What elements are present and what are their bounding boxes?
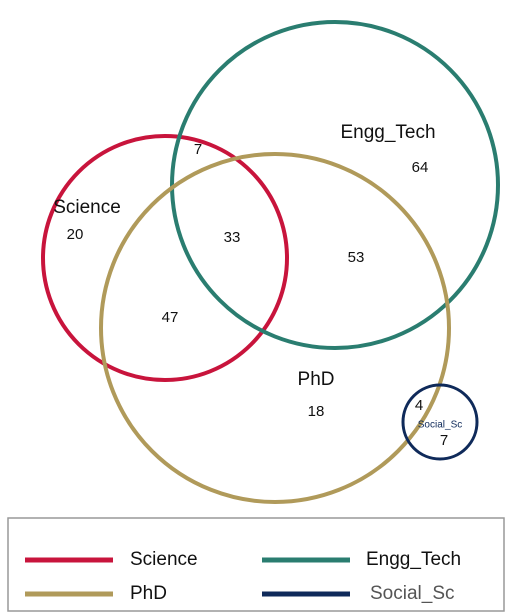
phd-circle [99,152,451,504]
region-count: 53 [348,249,365,266]
set-label: Science [53,197,121,218]
legend-label: Social_Sc [370,583,455,604]
engg-tech-circle [170,20,500,350]
region-count: 18 [308,403,325,420]
region-count: 20 [67,226,84,243]
set-label: Engg_Tech [340,122,435,143]
region-count: 47 [162,309,179,326]
region-count: 33 [224,229,241,246]
set-label: PhD [298,369,335,390]
region-count: 7 [440,432,448,449]
set-label: Social_Sc [418,420,462,431]
legend-label: Science [130,549,198,570]
social-sc-circle [401,383,479,461]
legend-label: Engg_Tech [366,549,461,570]
region-count: 7 [194,141,202,158]
legend-label: PhD [130,583,167,604]
science-circle [41,134,289,382]
region-count: 64 [412,159,429,176]
region-count: 4 [415,397,423,414]
